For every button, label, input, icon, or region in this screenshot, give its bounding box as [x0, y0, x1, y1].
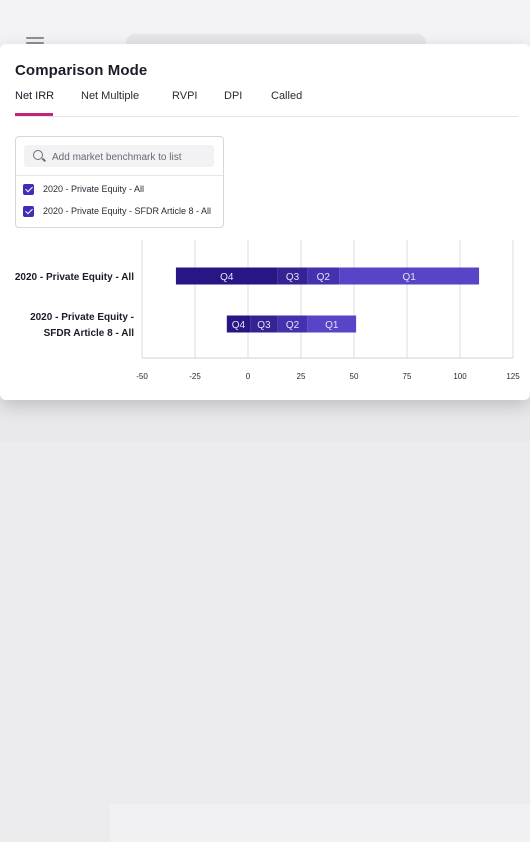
category-label: SFDR Article 8 - All: [44, 328, 135, 339]
x-tick-label: 50: [350, 372, 359, 381]
category-label: 2020 - Private Equity -: [30, 312, 134, 323]
x-tick-label: -50: [136, 372, 148, 381]
segment-label: Q4: [220, 272, 234, 283]
x-tick-label: 125: [506, 372, 520, 381]
divider: [16, 175, 223, 176]
benchmark-label: 2020 - Private Equity - All: [43, 184, 145, 194]
search-icon: [33, 150, 43, 160]
segment-label: Q4: [232, 320, 246, 331]
x-tick-label: 0: [246, 372, 251, 381]
bar-segment-q4: [175, 267, 278, 285]
x-tick-label: -25: [189, 372, 201, 381]
segment-label: Q3: [286, 272, 300, 283]
bar-segment-q3: [277, 267, 308, 285]
metric-tabs: Net IRR Net Multiple RVPI DPI Called: [15, 90, 518, 117]
segment-label: Q2: [286, 320, 300, 331]
tab-called[interactable]: Called: [271, 90, 303, 102]
bar-segment-q1: [307, 315, 357, 333]
benchmark-search-field[interactable]: [24, 145, 214, 167]
segment-label: Q1: [325, 320, 339, 331]
segment-label: Q3: [257, 320, 271, 331]
active-tab-indicator: [15, 113, 53, 116]
quartile-range-chart: -50 -25 0 25 50 75 100 125 Q4 Q4 Q3 Q3 Q2 Q2 Q1 Q1 2020 …: [15, 240, 520, 381]
checkbox-checked-icon[interactable]: [23, 205, 34, 217]
benchmark-option-2[interactable]: 2020 - Private Equity - SFDR Article 8 -…: [23, 204, 211, 218]
tab-rvpi[interactable]: RVPI: [172, 90, 198, 102]
tab-net-multiple[interactable]: Net Multiple: [81, 90, 140, 102]
benchmark-option-1[interactable]: 2020 - Private Equity - All: [23, 182, 144, 196]
tab-net-irr[interactable]: Net IRR: [15, 90, 55, 102]
background-app-footer: [0, 400, 530, 842]
benchmark-filter: 2020 - Private Equity - All 2020 - Priva…: [15, 136, 224, 228]
panel-title: Comparison Mode: [15, 62, 148, 79]
bar-segment-q3: [250, 315, 278, 333]
tab-dpi[interactable]: DPI: [224, 90, 243, 102]
benchmark-search-input[interactable]: [50, 148, 214, 166]
bar-segment-q1: [339, 267, 480, 285]
x-tick-label: 100: [453, 372, 467, 381]
segment-label: Q2: [317, 272, 331, 283]
comparison-mode-panel: Comparison Mode Net IRR Net Multiple RVP…: [0, 44, 530, 400]
benchmark-label: 2020 - Private Equity - SFDR Article 8 -…: [43, 206, 212, 216]
segment-label: Q1: [402, 272, 416, 283]
bar-segment-q2: [307, 267, 340, 285]
checkbox-checked-icon[interactable]: [23, 183, 34, 195]
background-content-panel: [110, 804, 530, 842]
bar-segment-q4: [226, 315, 251, 333]
category-label: 2020 - Private Equity - All: [15, 272, 134, 283]
x-tick-label: 25: [297, 372, 306, 381]
bar-segment-q2: [277, 315, 308, 333]
x-tick-label: 75: [403, 372, 412, 381]
